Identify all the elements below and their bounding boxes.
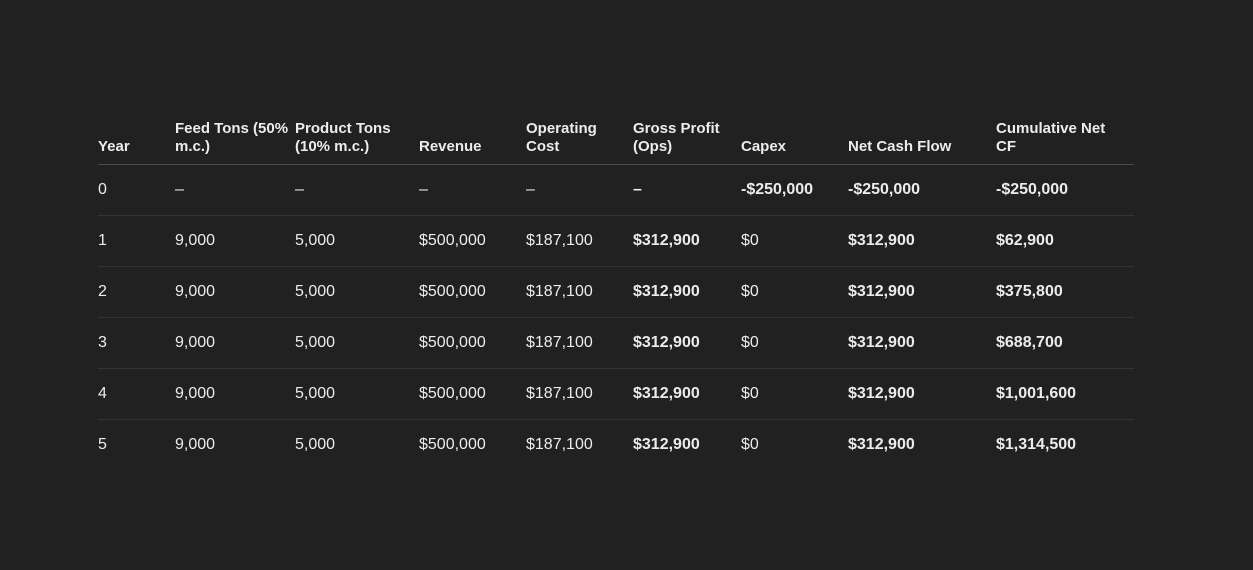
cell-gross-profit: $312,900 xyxy=(633,215,741,267)
cell-revenue: $500,000 xyxy=(419,266,526,318)
cell-operating-cost: $187,100 xyxy=(526,368,633,420)
cell-gross-profit: $312,900 xyxy=(633,436,700,453)
cell-cumulative-net-cf: $1,001,600 xyxy=(996,368,1134,420)
table-row: 4 9,000 5,000 $500,000 $187,100 $312,900… xyxy=(98,368,1134,420)
cell-cumulative-net-cf: $688,700 xyxy=(996,317,1134,369)
cell-net-cash-flow: $312,900 xyxy=(848,368,996,420)
cell-net-cash-flow: $312,900 xyxy=(848,215,996,267)
header-operating-cost: Operating Cost xyxy=(526,120,633,165)
cell-year: 5 xyxy=(98,436,107,453)
cell-year: 4 xyxy=(98,368,175,420)
cell-gross-profit: – xyxy=(633,164,741,216)
cell-revenue: $500,000 xyxy=(419,215,526,267)
cash-flow-table-container: Year Feed Tons (50% m.c.) Product Tons (… xyxy=(98,120,1134,470)
cell-revenue: – xyxy=(419,164,526,216)
cell-net-cash-flow: $312,900 xyxy=(848,266,996,318)
table-row: 0 – – – – – -$250,000 -$250,000 -$250,00… xyxy=(98,164,1134,216)
header-year: Year xyxy=(98,120,175,165)
cell-cumulative-net-cf: $62,900 xyxy=(996,215,1134,267)
cell-gross-profit: $312,900 xyxy=(633,317,741,369)
header-product-tons: Product Tons (10% m.c.) xyxy=(295,120,419,165)
cell-capex: $0 xyxy=(741,436,759,453)
cell-operating-cost: $187,100 xyxy=(526,266,633,318)
cell-cumulative-net-cf: -$250,000 xyxy=(996,164,1134,216)
cell-product-tons: – xyxy=(295,164,419,216)
header-capex: Capex xyxy=(741,120,848,165)
cell-feed-tons: – xyxy=(175,164,295,216)
header-gross-profit: Gross Profit (Ops) xyxy=(633,120,741,165)
cell-feed-tons: 9,000 xyxy=(175,368,295,420)
cell-capex: $0 xyxy=(741,317,848,369)
cell-capex: $0 xyxy=(741,215,848,267)
cell-year: 1 xyxy=(98,215,175,267)
cell-operating-cost: – xyxy=(526,164,633,216)
cell-year: 0 xyxy=(98,164,175,216)
cell-cumulative-net-cf: $375,800 xyxy=(996,266,1134,318)
header-cumulative-net-cf: Cumulative Net CF xyxy=(996,120,1134,165)
cell-feed-tons: 9,000 xyxy=(175,215,295,267)
cell-product-tons: 5,000 xyxy=(295,317,419,369)
cell-net-cash-flow: -$250,000 xyxy=(848,164,996,216)
cell-operating-cost: $187,100 xyxy=(526,317,633,369)
cash-flow-table: Year Feed Tons (50% m.c.) Product Tons (… xyxy=(98,120,1134,470)
header-net-cash-flow: Net Cash Flow xyxy=(848,120,996,165)
cell-gross-profit: $312,900 xyxy=(633,368,741,420)
cell-operating-cost: $187,100 xyxy=(526,436,593,453)
table-row: 5 9,000 5,000 $500,000 $187,100 $312,900… xyxy=(98,420,1134,471)
cell-feed-tons: 9,000 xyxy=(175,317,295,369)
cell-year: 3 xyxy=(98,317,175,369)
cell-capex: $0 xyxy=(741,266,848,318)
cell-net-cash-flow: $312,900 xyxy=(848,317,996,369)
cell-revenue: $500,000 xyxy=(419,436,486,453)
cell-product-tons: 5,000 xyxy=(295,368,419,420)
cell-product-tons: 5,000 xyxy=(295,215,419,267)
cell-cumulative-net-cf: $1,314,500 xyxy=(996,436,1077,453)
cell-year: 2 xyxy=(98,266,175,318)
cell-product-tons: 5,000 xyxy=(295,436,336,453)
cell-capex: -$250,000 xyxy=(741,164,848,216)
cell-product-tons: 5,000 xyxy=(295,266,419,318)
table-row: 1 9,000 5,000 $500,000 $187,100 $312,900… xyxy=(98,215,1134,267)
cell-feed-tons: 9,000 xyxy=(175,436,216,453)
table-header-row: Year Feed Tons (50% m.c.) Product Tons (… xyxy=(98,120,1134,165)
cell-revenue: $500,000 xyxy=(419,368,526,420)
table-row: 3 9,000 5,000 $500,000 $187,100 $312,900… xyxy=(98,317,1134,369)
cell-net-cash-flow: $312,900 xyxy=(848,436,915,453)
table-row: 2 9,000 5,000 $500,000 $187,100 $312,900… xyxy=(98,266,1134,318)
header-revenue: Revenue xyxy=(419,120,526,165)
cell-capex: $0 xyxy=(741,368,848,420)
header-feed-tons: Feed Tons (50% m.c.) xyxy=(175,120,295,165)
cell-revenue: $500,000 xyxy=(419,317,526,369)
cell-operating-cost: $187,100 xyxy=(526,215,633,267)
cell-gross-profit: $312,900 xyxy=(633,266,741,318)
cell-feed-tons: 9,000 xyxy=(175,266,295,318)
